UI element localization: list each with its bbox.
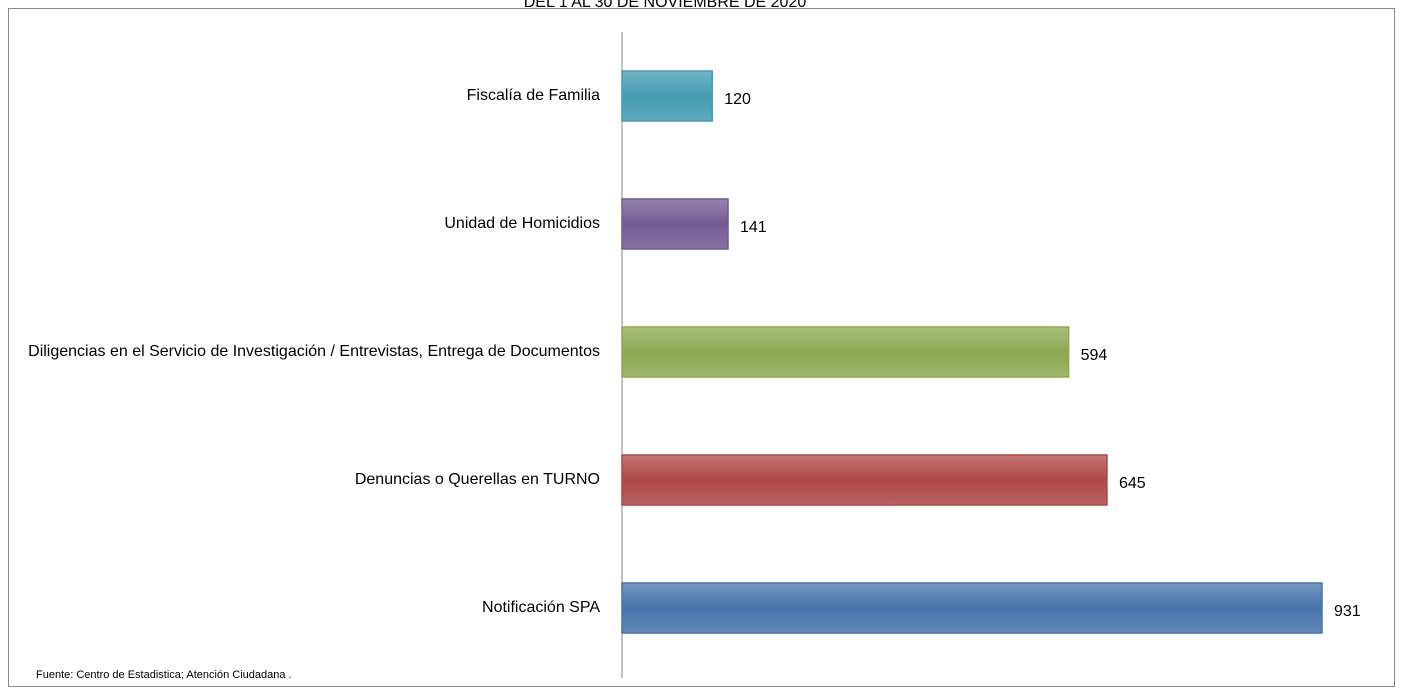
value-label: 120 [724,91,751,108]
category-label: Notificación SPA [482,599,600,616]
value-label: 645 [1119,475,1146,492]
bar [621,454,1108,506]
value-label: 141 [740,219,767,236]
chart-subtitle: DEL 1 AL 30 DE NOVIEMBRE DE 2020 [524,0,807,11]
bar [621,326,1070,378]
category-label: Diligencias en el Servicio de Investigac… [28,343,600,360]
chart-frame [8,8,1395,687]
category-label: Fiscalía de Familia [466,87,600,104]
category-label: Denuncias o Querellas en TURNO [354,471,600,488]
bar [621,582,1323,634]
category-label: Unidad de Homicidios [444,215,600,232]
bar [621,70,713,122]
source-note: Fuente: Centro de Estadistica; Atención … [36,669,292,681]
value-label: 931 [1334,603,1361,620]
value-label: 594 [1081,347,1108,364]
bar [621,198,729,250]
